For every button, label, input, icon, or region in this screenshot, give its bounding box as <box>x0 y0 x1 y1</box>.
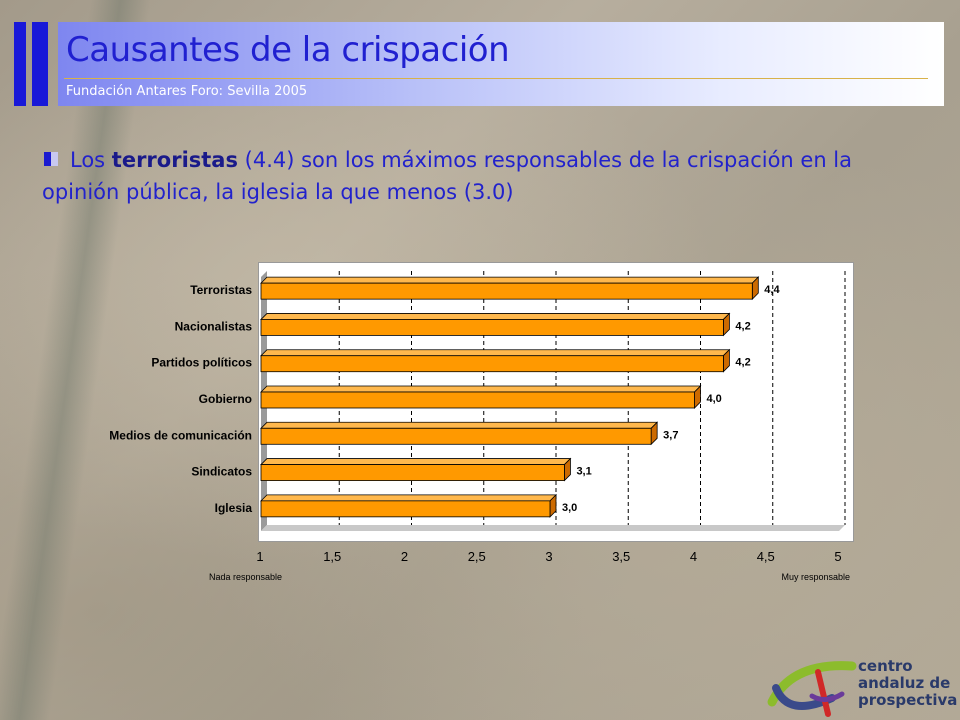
bar <box>260 355 724 373</box>
bar-top <box>260 276 760 284</box>
page-title: Causantes de la crispación <box>66 30 510 70</box>
logo-line-2: andaluz de <box>858 674 951 692</box>
logo-line-1: centro <box>858 657 913 675</box>
category-label: Terroristas <box>190 283 252 297</box>
page-subtitle: Fundación Antares Foro: Sevilla 2005 <box>66 84 308 99</box>
x-tick-label: 2 <box>401 549 408 564</box>
summary-text-post: (4.4) son los máximos responsables de la… <box>42 148 853 204</box>
bar <box>260 391 695 409</box>
category-label: Iglesia <box>215 501 253 515</box>
bar-chart: 4,4 4,2 4,2 4,0 3,7 3,1 3,0 <box>260 271 846 531</box>
category-label: Sindicatos <box>191 465 252 479</box>
summary-text-pre: Los <box>70 148 112 172</box>
category-label: Partidos políticos <box>151 356 252 370</box>
bar <box>260 282 753 300</box>
bar-top <box>260 313 731 320</box>
bullet-square-icon <box>44 152 58 166</box>
logo-text: centro andaluz de prospectiva <box>858 658 957 709</box>
summary-text-bold: terroristas <box>111 148 238 172</box>
bar <box>260 464 565 481</box>
header-panel <box>58 22 944 106</box>
bar <box>260 319 724 336</box>
header-decor-bars <box>14 22 50 106</box>
x-tick-label: 3,5 <box>612 549 630 564</box>
x-tick-label: 5 <box>834 549 841 564</box>
bar-value-label: 3,0 <box>562 502 577 514</box>
x-tick-label: 1,5 <box>323 549 341 564</box>
logo-line-3: prospectiva <box>858 691 958 709</box>
bar <box>260 500 551 518</box>
x-tick-label: 3 <box>545 549 552 564</box>
header-divider <box>64 78 928 79</box>
bar-top <box>260 494 557 502</box>
bar-value-label: 4,2 <box>735 357 750 369</box>
chart-floor <box>261 525 845 531</box>
chart-area: 4,4 4,2 4,2 4,0 3,7 3,1 3,0 <box>258 262 854 542</box>
background-river <box>0 0 151 720</box>
x-tick-label: 1 <box>256 549 263 564</box>
bar-value-label: 3,1 <box>576 466 591 478</box>
category-label: Gobierno <box>199 392 252 406</box>
bar-value-label: 4,2 <box>735 320 750 332</box>
category-label: Nacionalistas <box>175 319 253 333</box>
bar <box>260 427 652 445</box>
x-tick-label: 2,5 <box>468 549 486 564</box>
x-tick-label: 4 <box>690 549 697 564</box>
bar-value-label: 3,7 <box>663 429 678 441</box>
summary-text: Los terroristas (4.4) son los máximos re… <box>42 144 922 208</box>
bar-value-label: 4,4 <box>764 284 780 296</box>
bar-top <box>260 349 731 357</box>
x-axis-right-label: Muy responsable <box>781 572 850 582</box>
bar-top <box>260 385 702 393</box>
bar-top <box>260 421 659 429</box>
category-label: Medios de comunicación <box>109 428 252 442</box>
bar-value-label: 4,0 <box>707 393 722 405</box>
logo-icon <box>767 661 857 717</box>
bar-top <box>260 458 572 465</box>
x-axis-left-label: Nada responsable <box>209 572 282 582</box>
x-tick-label: 4,5 <box>757 549 775 564</box>
